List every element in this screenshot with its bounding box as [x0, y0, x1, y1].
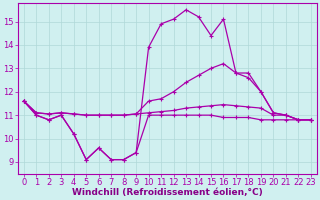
X-axis label: Windchill (Refroidissement éolien,°C): Windchill (Refroidissement éolien,°C): [72, 188, 263, 197]
